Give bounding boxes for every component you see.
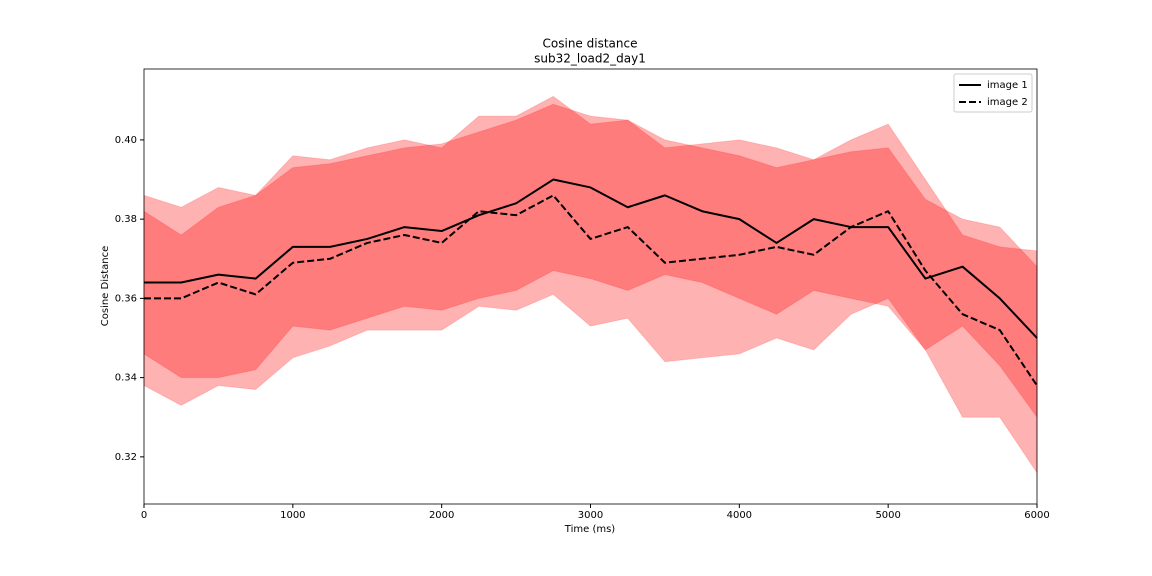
series-line: [144, 194, 1038, 387]
legend-label: image 2: [987, 97, 1028, 108]
x-tick-label: 4000: [727, 510, 752, 521]
legend-label: image 1: [987, 80, 1028, 91]
x-tick-label: 1000: [280, 510, 305, 521]
y-axis-label: Cosine Distance: [100, 246, 111, 326]
series-line: [144, 178, 1038, 339]
x-tick-label: 6000: [1024, 510, 1049, 521]
y-tick-label: 0.36: [115, 293, 137, 304]
chart-subtitle: sub32_load2_day1: [534, 52, 646, 66]
error-band: [143, 95, 1038, 475]
x-axis-label: Time (ms): [564, 524, 616, 535]
x-tick-label: 0: [141, 510, 147, 521]
y-tick-label: 0.40: [115, 135, 137, 146]
y-tick-label: 0.34: [115, 373, 137, 384]
x-tick-label: 2000: [429, 510, 454, 521]
x-tick-label: 3000: [578, 510, 603, 521]
chart-title: Cosine distance: [543, 37, 638, 51]
y-tick-label: 0.38: [115, 214, 137, 225]
y-tick-label: 0.32: [115, 452, 137, 463]
x-tick-label: 5000: [875, 510, 900, 521]
